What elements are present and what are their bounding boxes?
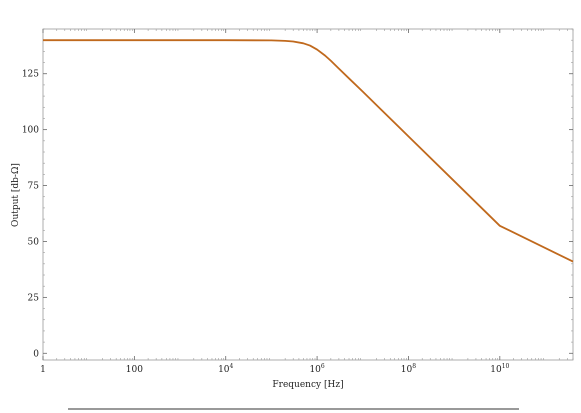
y-axis-ticks: 0 25 50 75 100 125	[22, 28, 573, 359]
x-tick-label: 1	[40, 365, 46, 375]
series-layer	[43, 39, 574, 263]
x-axis-ticks: 1 100 104 106 108 1010	[40, 29, 510, 375]
y-axis-label: Output [db-Ω]	[11, 163, 21, 227]
x-tick-label: 1010	[490, 363, 509, 375]
x-tick-label: 100	[126, 365, 143, 375]
y-tick-label: 50	[28, 237, 40, 247]
x-tick-label: 106	[309, 363, 324, 375]
x-tick-label: 104	[218, 363, 233, 375]
y-tick-label: 125	[22, 70, 39, 80]
x-tick-label: 108	[401, 363, 416, 375]
y-tick-label: 0	[33, 349, 39, 359]
y-tick-label: 75	[28, 182, 40, 192]
y-tick-label: 100	[22, 126, 39, 136]
y-tick-label: 25	[28, 293, 40, 303]
x-axis-label: Frequency [Hz]	[272, 380, 343, 390]
plot-frame	[42, 28, 574, 361]
series-line	[43, 39, 574, 263]
minor-ticks	[56, 29, 574, 360]
